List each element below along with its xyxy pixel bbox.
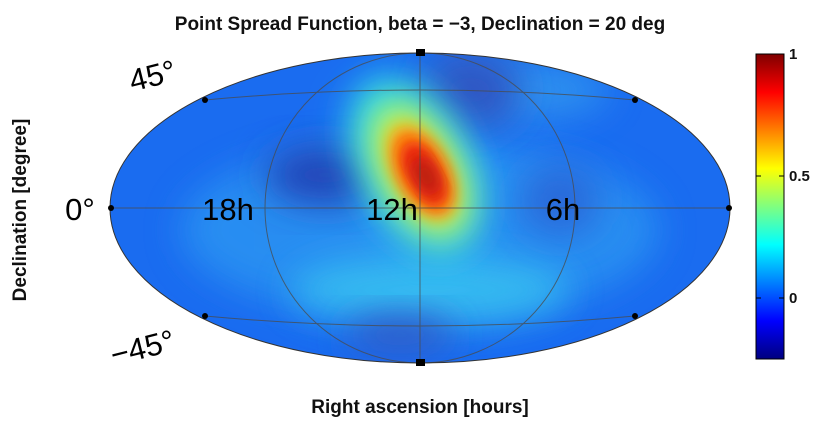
- negative-lobe-bottom: [345, 315, 455, 355]
- y-axis-label: Declination [degree]: [10, 119, 31, 302]
- marker-equator-left: [108, 205, 114, 211]
- marker-minus45-right: [632, 313, 638, 319]
- colorbar-tick-label: 1: [789, 46, 797, 63]
- marker-north-pole: [416, 49, 425, 56]
- ra-tick-label: 12h: [366, 192, 418, 227]
- ra-tick-label: 18h: [202, 192, 254, 227]
- negative-lobe-top: [420, 53, 520, 130]
- marker-plus45-right: [632, 97, 638, 103]
- sky-map: 18h 12h 6h 45° 0° −45°: [65, 49, 732, 373]
- ra-tick-label: 6h: [546, 192, 580, 227]
- parallel-minus45: [204, 315, 636, 327]
- marker-south-pole: [416, 359, 425, 366]
- x-axis-label: Right ascension [hours]: [311, 397, 528, 418]
- colorbar: 10.50: [755, 46, 810, 360]
- negative-lobe-right: [520, 165, 600, 235]
- grid-markers: [108, 49, 732, 366]
- dec-tick-label: −45°: [107, 323, 179, 373]
- dec-tick-label: 45°: [125, 53, 179, 98]
- colorbar-ticks: 10.50: [756, 46, 810, 307]
- marker-plus45-left: [202, 97, 208, 103]
- marker-minus45-left: [202, 313, 208, 319]
- lower-side-lobe: [290, 255, 570, 325]
- dec-tick-label: 0°: [65, 192, 95, 227]
- chart-title: Point Spread Function, beta = −3, Declin…: [175, 14, 665, 35]
- colorbar-tick-label: 0.5: [789, 168, 810, 185]
- colorbar-gradient: [755, 53, 785, 360]
- colorbar-tick-label: 0: [789, 290, 797, 307]
- marker-equator-right: [726, 205, 732, 211]
- parallel-plus45: [204, 89, 636, 101]
